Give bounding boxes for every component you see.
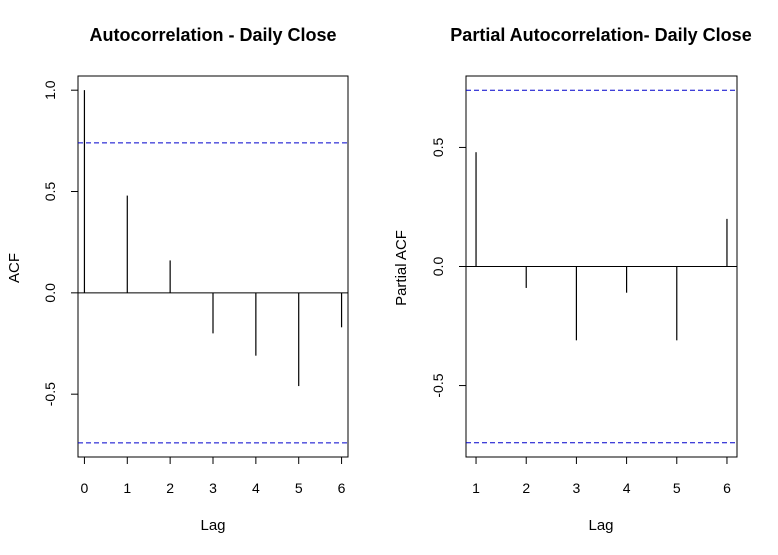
acf-panel: Autocorrelation - Daily Close Lag ACF 0 1…	[6, 25, 349, 534]
acf-plot-frame	[77, 75, 349, 458]
acf-x-tick-label: 5	[295, 480, 303, 496]
pacf-panel: Partial Autocorrelation- Daily Close Lag…	[393, 25, 752, 534]
acf-y-axis-label: ACF	[6, 253, 23, 283]
pacf-y-tick-label: 0.0	[430, 257, 446, 277]
acf-y-tick-label: 0.0	[42, 283, 58, 303]
acf-y-tick-label: 0.5	[42, 182, 58, 202]
pacf-title: Partial Autocorrelation- Daily Close	[450, 25, 751, 45]
acf-x-axis-label: Lag	[200, 517, 225, 534]
pacf-x-tick-label: 3	[573, 480, 581, 496]
pacf-x-axis-label: Lag	[588, 517, 613, 534]
acf-x-tick-label: 0	[81, 480, 89, 496]
acf-y-tick-label: 1.0	[42, 80, 58, 100]
acf-x-tick-label: 6	[338, 480, 346, 496]
pacf-x-tick-label: 2	[522, 480, 530, 496]
acf-title: Autocorrelation - Daily Close	[89, 25, 336, 45]
pacf-x-tick-label: 1	[472, 480, 480, 496]
pacf-y-tick-label: 0.5	[430, 137, 446, 157]
pacf-y-tick-label: -0.5	[430, 373, 446, 397]
pacf-y-axis-label: Partial ACF	[393, 230, 410, 306]
acf-y-tick-label: -0.5	[42, 382, 58, 406]
acf-x-tick-label: 1	[123, 480, 131, 496]
pacf-x-tick-label: 6	[723, 480, 731, 496]
pacf-x-tick-label: 5	[673, 480, 681, 496]
acf-x-tick-label: 2	[166, 480, 174, 496]
pacf-x-tick-label: 4	[623, 480, 631, 496]
acf-x-tick-label: 3	[209, 480, 217, 496]
acf-x-tick-label: 4	[252, 480, 260, 496]
